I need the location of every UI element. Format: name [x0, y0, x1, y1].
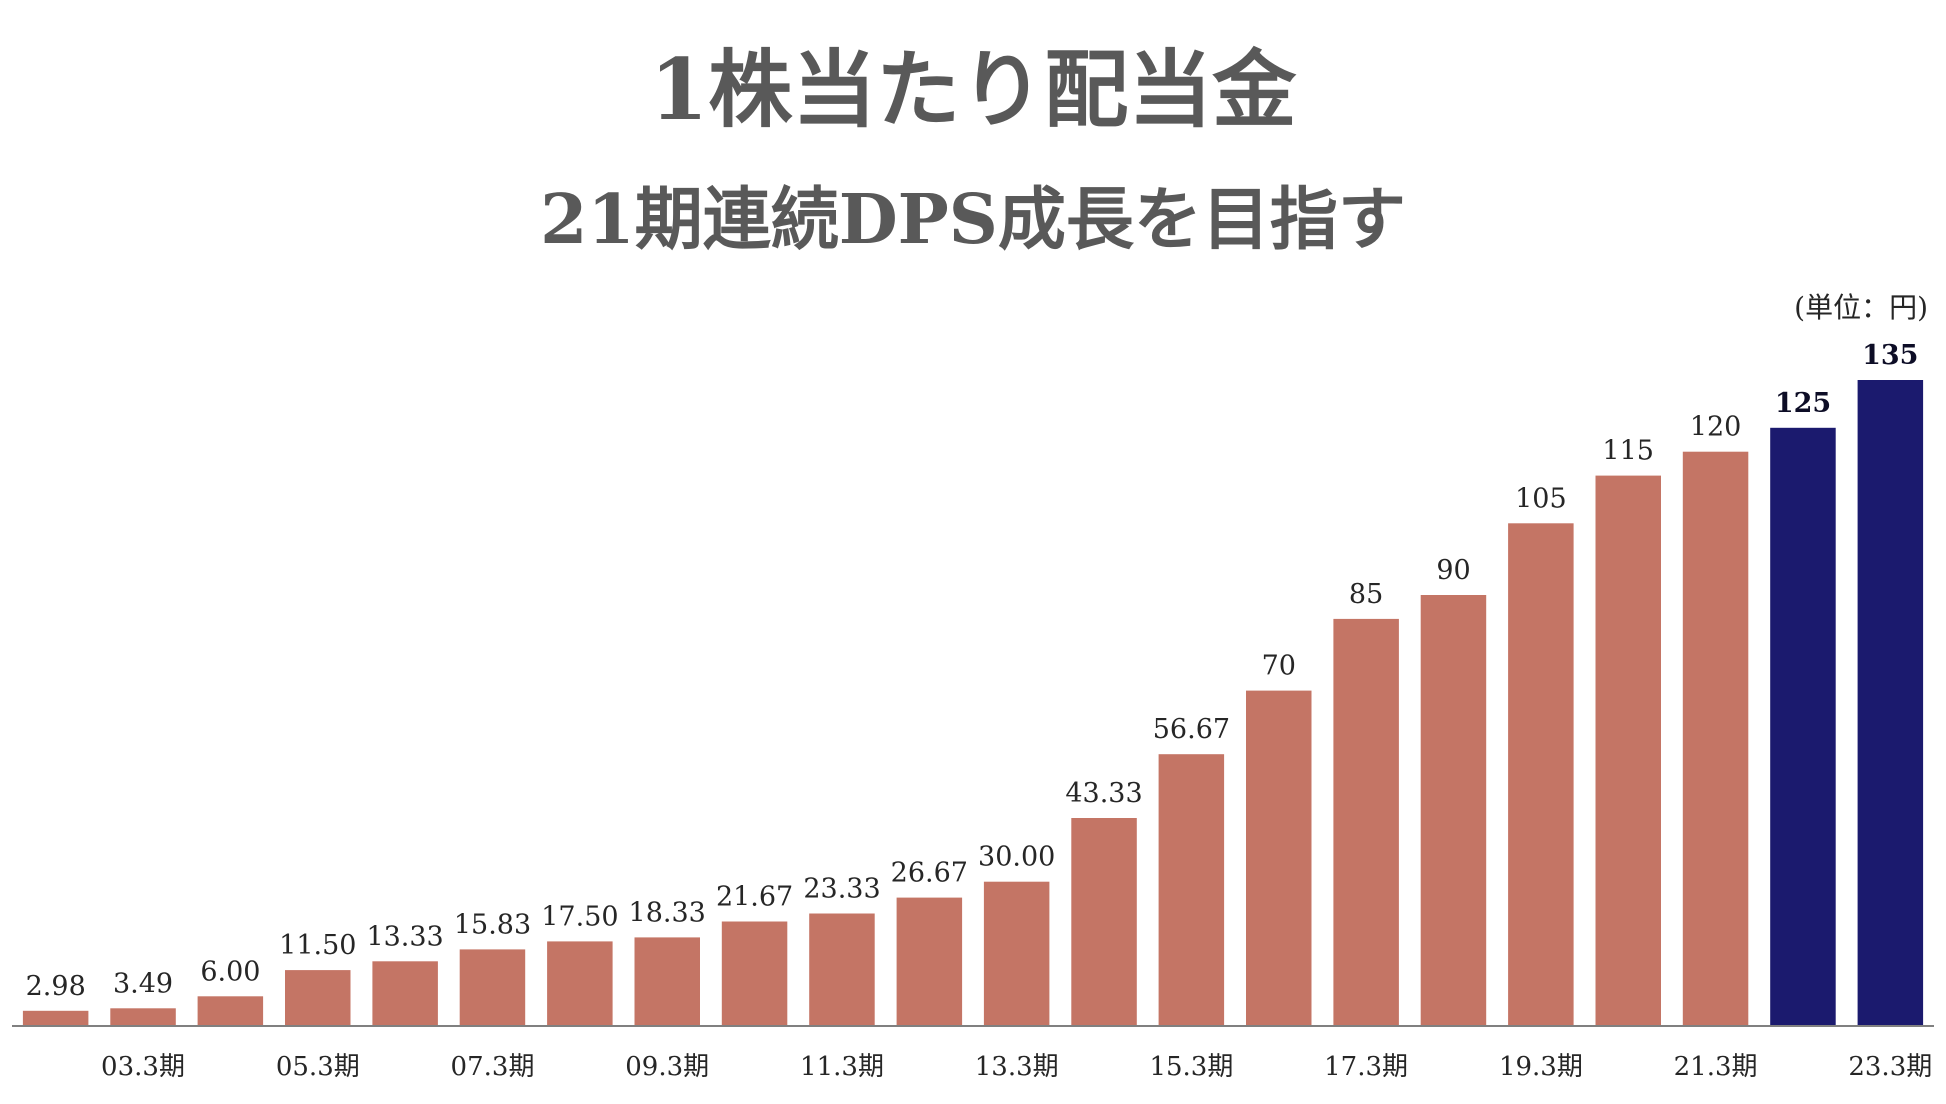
value-label: 70	[1262, 651, 1296, 682]
bar-04.3期	[197, 996, 264, 1025]
bar-19.3期	[1508, 523, 1574, 1025]
value-label: 3.49	[113, 968, 173, 999]
unit-label: (単位：円)	[1794, 291, 1928, 324]
bar-10.3期	[721, 921, 788, 1025]
bar-06.3期	[372, 961, 438, 1025]
bar-09.3期	[634, 937, 700, 1025]
x-tick-label: 03.3期	[101, 1052, 185, 1082]
bar-02.3期	[22, 1010, 89, 1025]
x-tick-label: 05.3期	[276, 1052, 360, 1082]
bar-15.3期	[1158, 754, 1225, 1025]
chart-subtitle: 21期連続DPS成長を目指す	[540, 180, 1406, 260]
x-tick-label: 17.3期	[1324, 1052, 1408, 1082]
value-label: 85	[1349, 579, 1383, 610]
value-label: 11.50	[279, 930, 356, 961]
value-label: 56.67	[1153, 714, 1230, 745]
bar-18.3期	[1420, 595, 1487, 1025]
bar-12.3期	[896, 897, 963, 1025]
x-tick-label: 11.3期	[800, 1052, 884, 1082]
bar-05.3期	[285, 970, 351, 1025]
value-label: 6.00	[200, 956, 260, 987]
value-label: 43.33	[1065, 778, 1142, 809]
value-label: 26.67	[891, 858, 968, 889]
x-tick-label: 13.3期	[975, 1052, 1059, 1082]
value-label: 135	[1862, 340, 1918, 371]
bar-13.3期	[983, 881, 1050, 1025]
x-tick-label: 09.3期	[625, 1052, 709, 1082]
bar-22.3期	[1770, 427, 1836, 1025]
value-label: 2.98	[26, 971, 86, 1002]
tick-labels-group: 03.3期 05.3期 07.3期 09.3期 11.3期 13.3期 15.3期 17.3期…	[101, 1052, 1932, 1082]
value-label: 17.50	[541, 901, 618, 932]
x-tick-label: 19.3期	[1499, 1052, 1583, 1082]
x-tick-label: 15.3期	[1149, 1052, 1233, 1082]
x-tick-label: 21.3期	[1674, 1052, 1758, 1082]
value-label: 18.33	[629, 897, 706, 928]
bars-group	[22, 380, 1924, 1026]
bar-21.3期	[1682, 451, 1749, 1025]
value-label: 105	[1515, 483, 1567, 514]
value-label: 125	[1775, 388, 1831, 419]
chart-title: 1株当たり配当金	[649, 40, 1297, 139]
value-label: 90	[1436, 555, 1470, 586]
value-label: 15.83	[454, 909, 531, 940]
value-label: 23.33	[803, 874, 880, 905]
value-label: 21.67	[716, 882, 793, 913]
bar-11.3期	[809, 913, 875, 1025]
value-labels-group: 2.98 3.49 6.00 11.50 13.33 15.83 17.50 18.33 21.…	[26, 340, 1919, 1002]
bar-17.3期	[1333, 618, 1399, 1025]
x-tick-label: 23.3期	[1848, 1052, 1932, 1082]
value-label: 115	[1602, 436, 1654, 467]
bar-16.3期	[1246, 690, 1312, 1025]
value-label: 30.00	[978, 842, 1055, 873]
bar-23.3期	[1857, 380, 1924, 1025]
bar-07.3期	[459, 949, 526, 1025]
bar-08.3期	[547, 941, 613, 1025]
bar-03.3期	[110, 1008, 176, 1025]
value-label: 13.33	[366, 921, 443, 952]
bar-20.3期	[1595, 475, 1661, 1026]
value-label: 120	[1690, 412, 1742, 443]
x-tick-label: 07.3期	[451, 1052, 535, 1082]
bar-14.3期	[1071, 818, 1137, 1025]
